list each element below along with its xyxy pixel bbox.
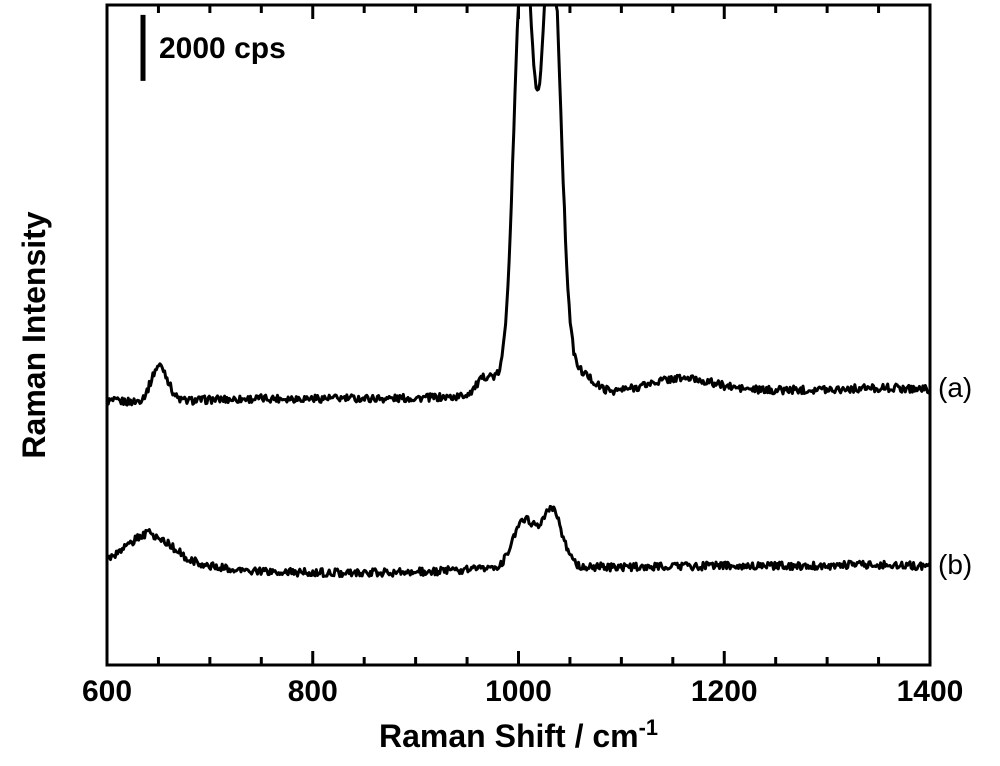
x-tick-label: 1400 [897, 675, 964, 708]
chart-svg: 600 800 1000 1200 1400 Raman Shift / cm-1 Rama… [0, 0, 1000, 766]
x-tick-label: 1000 [485, 675, 552, 708]
x-tick-label: 600 [82, 675, 132, 708]
series-label-a: (a) [938, 372, 972, 403]
scale-bar-label: 2000 cps [159, 32, 286, 65]
series-label-b: (b) [938, 549, 972, 580]
x-tick-label: 1200 [691, 675, 758, 708]
spectrum-series-b [107, 506, 930, 576]
raman-spectrum-chart: 600 800 1000 1200 1400 Raman Shift / cm-1 Rama… [0, 0, 1000, 766]
spectrum-series-a [107, 5, 930, 405]
x-tick-label: 800 [288, 675, 338, 708]
x-axis-label: Raman Shift / cm-1 [379, 715, 658, 755]
y-axis-label: Raman Intensity [16, 211, 52, 458]
